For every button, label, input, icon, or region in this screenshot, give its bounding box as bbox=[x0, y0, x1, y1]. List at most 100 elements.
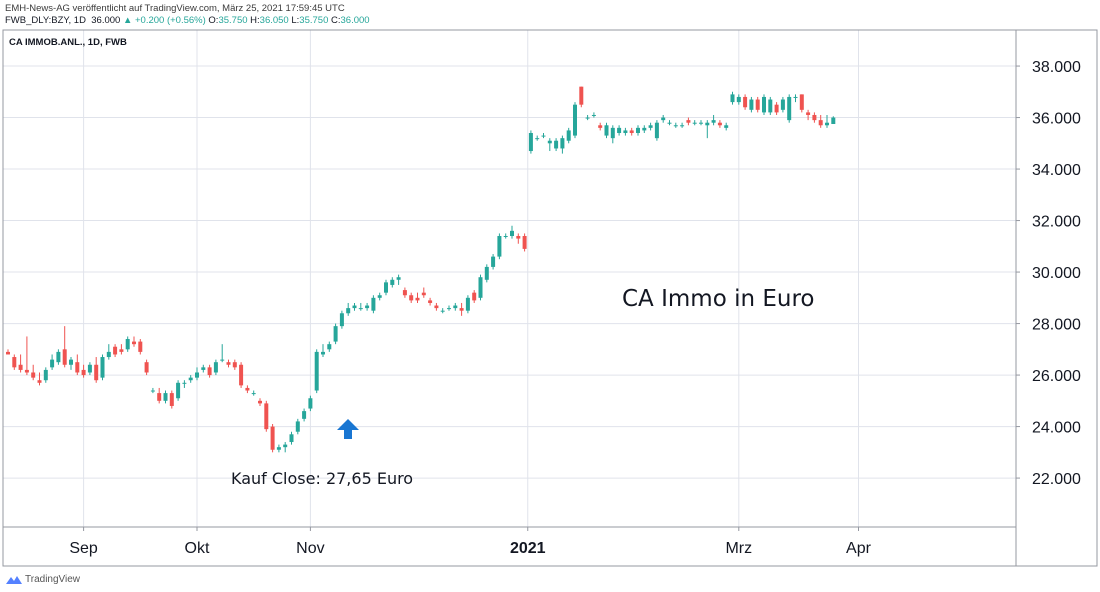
candle[interactable] bbox=[157, 387, 162, 404]
candle[interactable] bbox=[12, 354, 17, 370]
candle[interactable] bbox=[100, 354, 105, 381]
candle[interactable] bbox=[251, 390, 256, 396]
candle[interactable] bbox=[623, 127, 628, 136]
candle[interactable] bbox=[239, 362, 244, 388]
candle[interactable] bbox=[321, 344, 325, 358]
candle[interactable] bbox=[591, 112, 596, 118]
candle[interactable] bbox=[150, 387, 155, 394]
candle[interactable] bbox=[384, 279, 388, 296]
candle[interactable] bbox=[245, 385, 250, 394]
candle[interactable] bbox=[541, 133, 546, 139]
candle[interactable] bbox=[264, 400, 269, 432]
candle[interactable] bbox=[62, 326, 67, 368]
candle[interactable] bbox=[673, 122, 678, 128]
candle[interactable] bbox=[31, 364, 36, 381]
candle[interactable] bbox=[724, 122, 729, 131]
candle[interactable] bbox=[453, 302, 458, 311]
candle[interactable] bbox=[743, 94, 748, 110]
candle[interactable] bbox=[472, 290, 477, 303]
candle[interactable] bbox=[195, 367, 199, 381]
candle[interactable] bbox=[497, 233, 502, 260]
candle[interactable] bbox=[358, 302, 363, 311]
candle[interactable] bbox=[648, 122, 653, 131]
candle[interactable] bbox=[314, 349, 319, 394]
candle[interactable] bbox=[24, 336, 29, 376]
candle[interactable] bbox=[390, 277, 395, 288]
candle[interactable] bbox=[270, 423, 275, 453]
candle[interactable] bbox=[176, 380, 181, 401]
candle[interactable] bbox=[6, 349, 10, 355]
candle[interactable] bbox=[119, 344, 124, 355]
candle[interactable] bbox=[522, 233, 527, 252]
candle[interactable] bbox=[465, 295, 470, 314]
candle[interactable] bbox=[642, 125, 647, 134]
candle[interactable] bbox=[289, 431, 294, 445]
candle[interactable] bbox=[182, 380, 187, 388]
candle[interactable] bbox=[711, 114, 716, 126]
candle[interactable] bbox=[132, 336, 136, 347]
candle[interactable] bbox=[787, 94, 792, 123]
candle[interactable] bbox=[535, 135, 540, 141]
candle[interactable] bbox=[232, 359, 237, 370]
candle[interactable] bbox=[201, 364, 206, 373]
candle[interactable] bbox=[831, 116, 836, 124]
candle[interactable] bbox=[459, 302, 464, 316]
candle[interactable] bbox=[560, 135, 565, 154]
candle[interactable] bbox=[566, 127, 571, 144]
candlestick-chart[interactable]: 22.000 24.000 26.000 28.000 30.000 32.000 34.0… bbox=[0, 0, 1100, 572]
candle[interactable] bbox=[768, 96, 773, 115]
candle[interactable] bbox=[610, 125, 615, 144]
tradingview-footer[interactable]: TradingView bbox=[6, 574, 80, 585]
candle[interactable] bbox=[604, 122, 609, 139]
candle[interactable] bbox=[69, 357, 73, 370]
candle[interactable] bbox=[629, 127, 634, 136]
candle[interactable] bbox=[528, 130, 533, 154]
candle[interactable] bbox=[478, 274, 483, 301]
candle[interactable] bbox=[43, 367, 48, 383]
candle[interactable] bbox=[188, 375, 193, 383]
candle[interactable] bbox=[806, 109, 811, 121]
candle[interactable] bbox=[106, 344, 111, 360]
candle[interactable] bbox=[503, 233, 508, 239]
candle[interactable] bbox=[283, 442, 288, 453]
candle[interactable] bbox=[371, 295, 376, 314]
candle[interactable] bbox=[749, 96, 754, 113]
candle[interactable] bbox=[428, 297, 433, 306]
candle[interactable] bbox=[484, 264, 489, 283]
candle[interactable] bbox=[447, 305, 451, 311]
candle[interactable] bbox=[654, 120, 659, 141]
candle[interactable] bbox=[825, 114, 829, 128]
candle[interactable] bbox=[346, 302, 351, 316]
candle[interactable] bbox=[573, 102, 577, 139]
candle[interactable] bbox=[579, 86, 584, 108]
candle[interactable] bbox=[730, 91, 735, 105]
candle[interactable] bbox=[94, 357, 99, 383]
candle[interactable] bbox=[692, 120, 697, 126]
candle[interactable] bbox=[295, 418, 300, 435]
candle[interactable] bbox=[762, 94, 766, 115]
candle[interactable] bbox=[547, 138, 552, 152]
candle[interactable] bbox=[339, 310, 344, 329]
candle[interactable] bbox=[144, 359, 149, 376]
candle[interactable] bbox=[421, 287, 426, 298]
candle[interactable] bbox=[56, 349, 61, 365]
candle[interactable] bbox=[818, 114, 823, 128]
candle[interactable] bbox=[755, 96, 760, 113]
candle[interactable] bbox=[510, 225, 514, 239]
candle[interactable] bbox=[736, 94, 741, 105]
candle[interactable] bbox=[585, 114, 590, 121]
candle[interactable] bbox=[554, 138, 559, 152]
candle[interactable] bbox=[207, 364, 212, 378]
candle[interactable] bbox=[352, 302, 357, 311]
candle[interactable] bbox=[516, 233, 521, 244]
candle[interactable] bbox=[258, 398, 262, 406]
candle[interactable] bbox=[18, 354, 23, 373]
candle[interactable] bbox=[163, 390, 168, 404]
candle[interactable] bbox=[377, 292, 382, 301]
candle[interactable] bbox=[434, 302, 439, 311]
candle[interactable] bbox=[774, 102, 779, 115]
candle[interactable] bbox=[491, 254, 496, 270]
candle[interactable] bbox=[396, 274, 401, 285]
candle[interactable] bbox=[680, 122, 685, 128]
candle[interactable] bbox=[793, 94, 798, 103]
